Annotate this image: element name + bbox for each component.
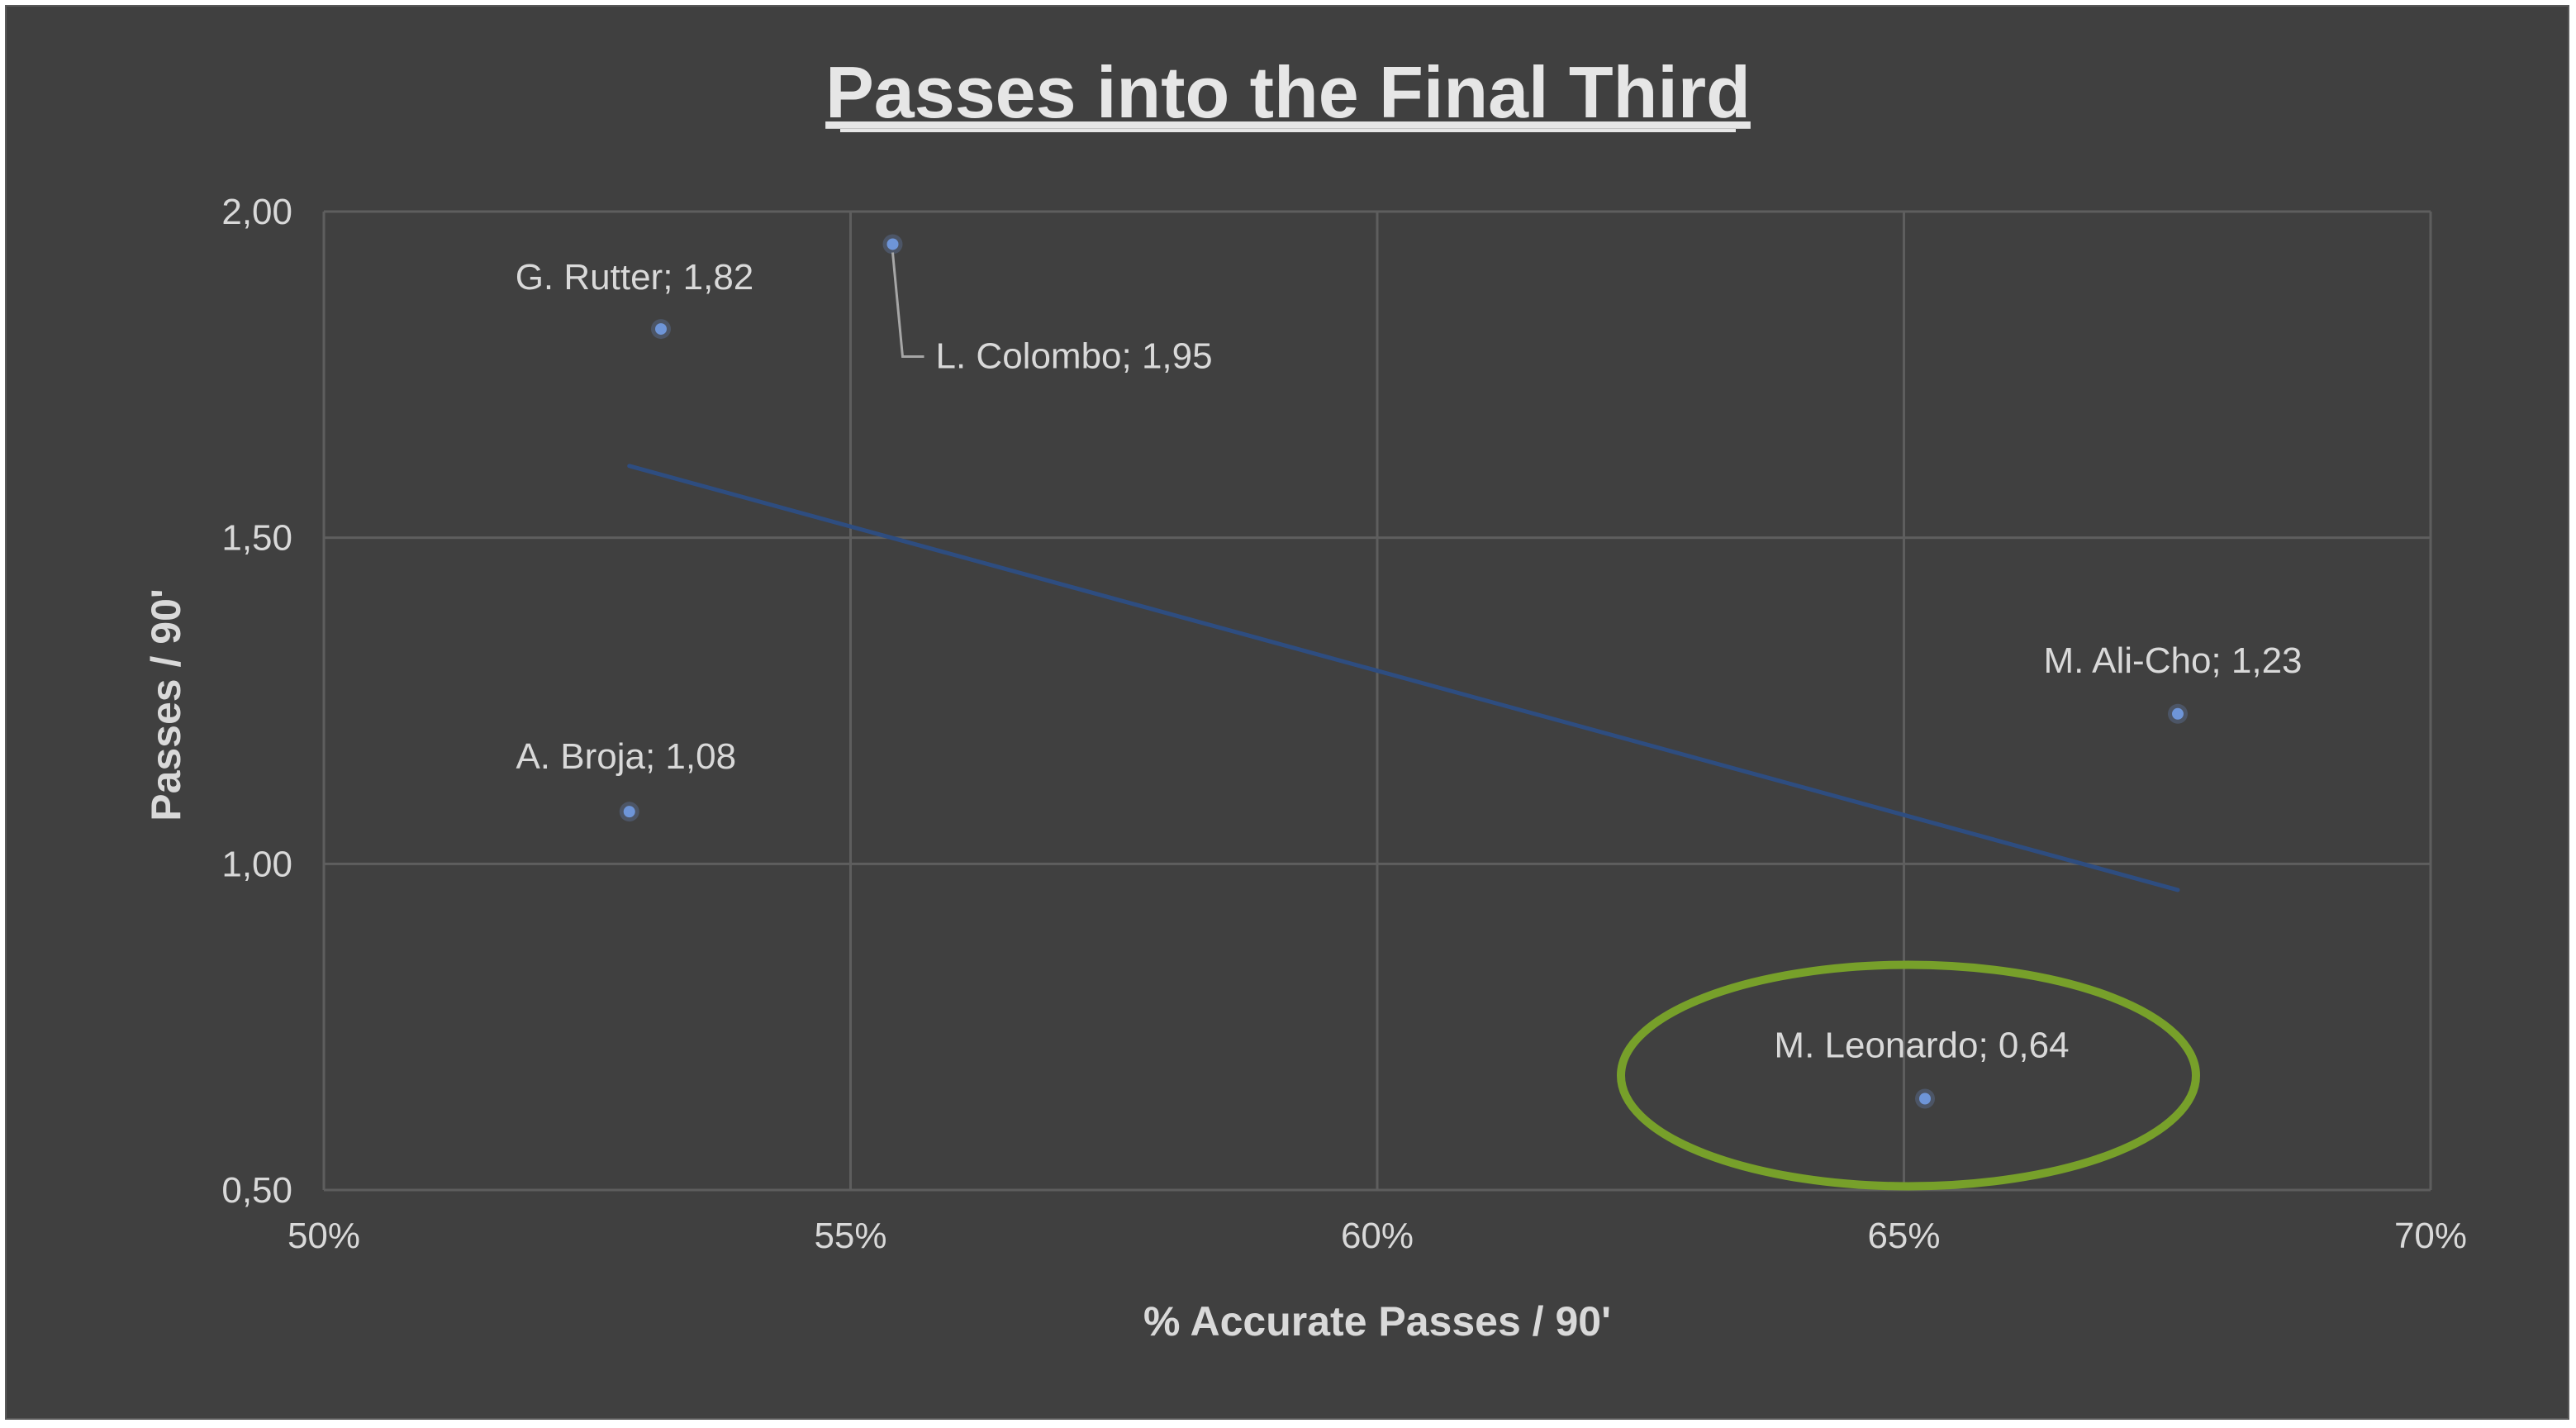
highlight-ellipse: [1617, 960, 2200, 1191]
data-label: M. Ali-Cho; 1,23: [2043, 640, 2302, 681]
chart-title: Passes into the Final Third: [825, 51, 1751, 133]
x-tick-label: 70%: [2394, 1216, 2467, 1256]
label-leader-line: [891, 252, 924, 358]
data-points: [619, 234, 2188, 1109]
data-label: L. Colombo; 1,95: [936, 336, 1213, 376]
y-tick-label: 0,50: [221, 1170, 292, 1211]
tick-labels: 0,50 1,00 1,50 2,00 50% 55% 60% 65% 70%: [221, 192, 2467, 1256]
x-tick-label: 65%: [1867, 1216, 1940, 1256]
data-labels: G. Rutter; 1,82 L. Colombo; 1,95 A. Broja;…: [516, 252, 2303, 1065]
data-point: [655, 323, 667, 336]
trendline: [627, 464, 2180, 892]
gridlines: [322, 210, 2432, 1192]
y-tick-label: 1,00: [221, 844, 292, 884]
x-tick-label: 50%: [288, 1216, 360, 1256]
data-point: [1919, 1092, 1931, 1105]
data-label: A. Broja; 1,08: [516, 736, 736, 777]
x-tick-label: 55%: [814, 1216, 886, 1256]
x-tick-label: 60%: [1341, 1216, 1414, 1256]
chart-area: [5, 5, 2569, 1420]
x-axis-title: % Accurate Passes / 90': [1143, 1298, 1611, 1345]
data-point: [886, 238, 899, 250]
trendline-layer: [627, 464, 2180, 892]
data-label: G. Rutter; 1,82: [516, 257, 754, 298]
data-point: [623, 806, 635, 818]
y-axis-title: Passes / 90': [143, 588, 189, 821]
highlight-layer: [1617, 960, 2200, 1191]
y-tick-label: 2,00: [221, 192, 292, 232]
y-tick-label: 1,50: [221, 518, 292, 559]
data-label: M. Leonardo; 0,64: [1774, 1025, 2069, 1065]
data-point: [2172, 707, 2184, 720]
